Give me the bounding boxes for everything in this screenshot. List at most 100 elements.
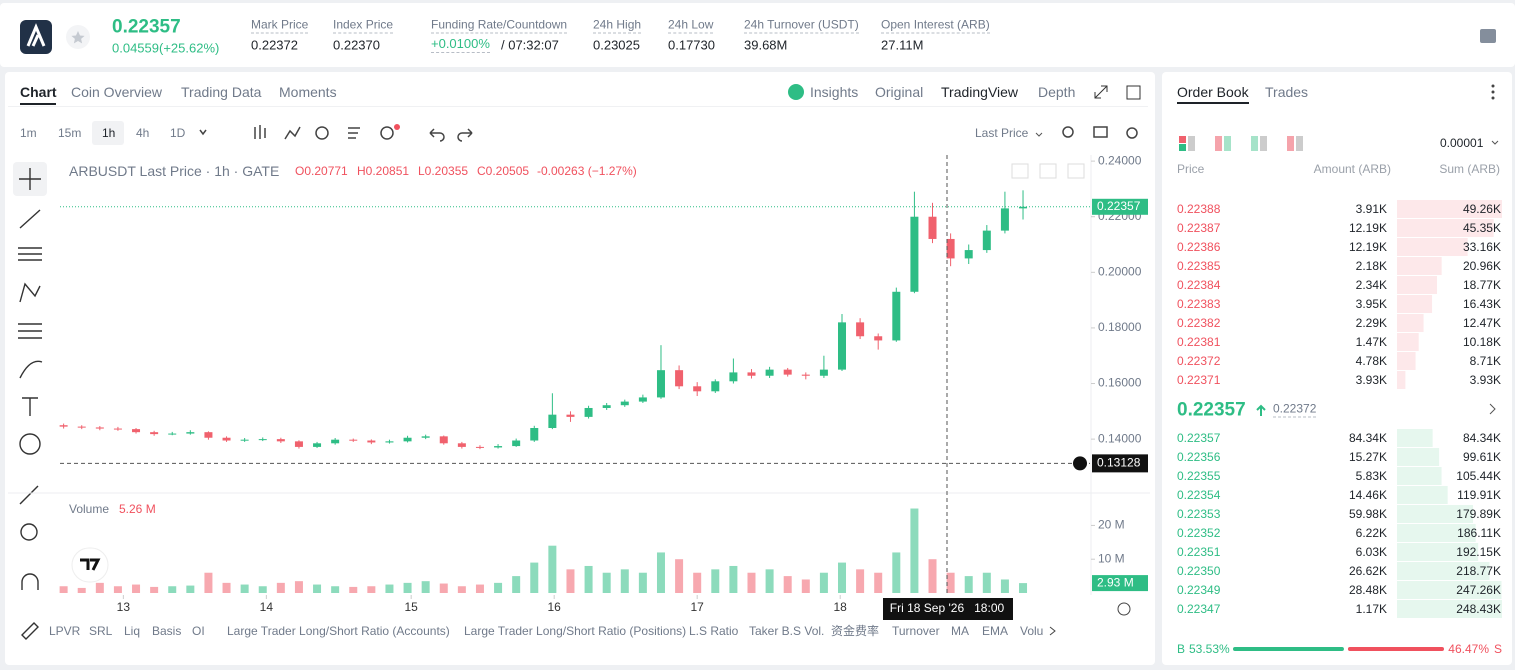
- indicator-tab[interactable]: Volu: [1020, 624, 1044, 638]
- interval[interactable]: 1D: [170, 126, 186, 140]
- book-price[interactable]: 0.22385: [1177, 259, 1221, 273]
- tick-size[interactable]: 0.00001: [1440, 136, 1484, 150]
- book-price[interactable]: 0.22350: [1177, 564, 1221, 578]
- volume-bar: [439, 583, 448, 593]
- brush-tool[interactable]: [19, 360, 43, 379]
- indicator-tab[interactable]: OI: [192, 624, 205, 638]
- book-tab[interactable]: Trades: [1265, 84, 1309, 100]
- view-tab[interactable]: Insights: [810, 84, 859, 100]
- book-price[interactable]: 0.22354: [1177, 488, 1221, 502]
- volume-bar: [313, 584, 322, 593]
- indicator-tab[interactable]: Basis: [152, 624, 182, 638]
- fib-tool[interactable]: [18, 323, 42, 339]
- y-tick-label: 20 M: [1098, 518, 1125, 532]
- indicator-tab[interactable]: Turnover: [892, 624, 940, 638]
- y-tick-label: 0.24000: [1098, 153, 1142, 167]
- volume-box: [1092, 575, 1148, 592]
- book-price[interactable]: 0.22353: [1177, 507, 1221, 521]
- book-price[interactable]: 0.22357: [1177, 431, 1221, 445]
- emoji-tool[interactable]: [19, 433, 41, 455]
- menu-icon[interactable]: [1480, 29, 1496, 43]
- magnet-tool[interactable]: [21, 573, 39, 590]
- book-price[interactable]: 0.22386: [1177, 240, 1221, 254]
- book-price[interactable]: 0.22355: [1177, 469, 1221, 483]
- line-tool[interactable]: [19, 209, 41, 229]
- indicator-tab[interactable]: 资金费率: [831, 624, 880, 638]
- book-price[interactable]: 0.22351: [1177, 545, 1221, 559]
- indicator-tab[interactable]: L.S Ratio: [689, 624, 739, 638]
- layout-icon[interactable]: [1251, 136, 1258, 151]
- interval[interactable]: 1m: [20, 126, 37, 140]
- more[interactable]: [1491, 84, 1495, 88]
- book-price[interactable]: 0.22349: [1177, 583, 1221, 597]
- chart-tab[interactable]: Chart: [20, 84, 57, 100]
- camera-icon[interactable]: [1093, 126, 1108, 138]
- indicator-tab[interactable]: Taker B.S Vol.: [749, 624, 825, 638]
- book-amount: 12.19K: [1348, 240, 1387, 254]
- interval[interactable]: 15m: [58, 126, 82, 140]
- replay-icon[interactable]: [315, 126, 329, 140]
- redo-icon[interactable]: [457, 128, 473, 142]
- ruler-tool[interactable]: [19, 485, 39, 505]
- add-icon[interactable]: [380, 126, 394, 140]
- book-price[interactable]: 0.22388: [1177, 202, 1221, 216]
- dropdown[interactable]: [1035, 132, 1043, 137]
- book-sum: 45.35K: [1462, 221, 1501, 235]
- indicator-tab[interactable]: MA: [951, 624, 969, 638]
- template-icon[interactable]: [348, 127, 360, 139]
- book-price[interactable]: 0.22347: [1177, 602, 1221, 616]
- book-price[interactable]: 0.22371: [1177, 373, 1221, 387]
- price-source[interactable]: Last Price: [975, 126, 1029, 140]
- book-price[interactable]: 0.22384: [1177, 278, 1221, 292]
- pencil-tool[interactable]: [21, 622, 39, 640]
- indicator-tab[interactable]: Liq: [124, 624, 141, 638]
- volume-value: 5.26 M: [119, 502, 156, 516]
- window-icon[interactable]: [1126, 85, 1141, 100]
- more-arrow[interactable]: [1049, 626, 1056, 636]
- indicator-tab[interactable]: LPVR: [49, 624, 81, 638]
- reset-icon[interactable]: [1117, 602, 1131, 616]
- chart-tab[interactable]: Trading Data: [181, 84, 262, 100]
- indicator-tab[interactable]: Large Trader Long/Short Ratio (Positions…: [464, 624, 687, 638]
- undo-icon[interactable]: [429, 128, 445, 142]
- layout-icon[interactable]: [1287, 136, 1294, 151]
- tab-underline: [1177, 102, 1249, 104]
- book-price[interactable]: 0.22381: [1177, 335, 1221, 349]
- indicator-tab[interactable]: Large Trader Long/Short Ratio (Accounts): [227, 624, 450, 638]
- candle-icon[interactable]: [254, 125, 266, 139]
- settings-icon[interactable]: [1126, 127, 1138, 139]
- dropdown[interactable]: [1491, 140, 1499, 145]
- interval[interactable]: 4h: [136, 126, 150, 140]
- indicator-tab[interactable]: EMA: [982, 624, 1009, 638]
- indicator-tab[interactable]: SRL: [89, 624, 113, 638]
- interval[interactable]: 1h: [102, 126, 116, 140]
- book-price[interactable]: 0.22382: [1177, 316, 1221, 330]
- text-tool[interactable]: [22, 397, 38, 416]
- book-tab[interactable]: Order Book: [1177, 84, 1249, 100]
- crosshair-tool[interactable]: [19, 168, 41, 190]
- book-price[interactable]: 0.22372: [1177, 354, 1221, 368]
- view-tab[interactable]: TradingView: [941, 84, 1019, 100]
- chevron[interactable]: [1489, 403, 1496, 415]
- expand-icon[interactable]: [1094, 85, 1108, 99]
- dropdown[interactable]: [199, 129, 207, 136]
- chart-tab[interactable]: Coin Overview: [71, 84, 163, 100]
- zoom-tool[interactable]: [20, 523, 38, 541]
- layout-icon[interactable]: [1215, 136, 1222, 151]
- book-price[interactable]: 0.22352: [1177, 526, 1221, 540]
- chart-tab[interactable]: Moments: [279, 84, 337, 100]
- view-tab[interactable]: Original: [875, 84, 924, 100]
- search-icon[interactable]: [1062, 126, 1074, 138]
- y-tick-label: 0.14000: [1098, 431, 1142, 445]
- chart-buttons[interactable]: [1011, 163, 1085, 179]
- indicator-icon[interactable]: [284, 126, 301, 140]
- layout-icon[interactable]: [1179, 136, 1186, 143]
- view-tab[interactable]: Depth: [1038, 84, 1076, 100]
- pattern-tool[interactable]: [19, 282, 41, 303]
- book-amount: 2.18K: [1355, 259, 1387, 273]
- book-price[interactable]: 0.22383: [1177, 297, 1221, 311]
- depth-bar: [1397, 276, 1438, 294]
- channel-tool[interactable]: [18, 247, 42, 261]
- book-price[interactable]: 0.22356: [1177, 450, 1221, 464]
- book-price[interactable]: 0.22387: [1177, 221, 1221, 235]
